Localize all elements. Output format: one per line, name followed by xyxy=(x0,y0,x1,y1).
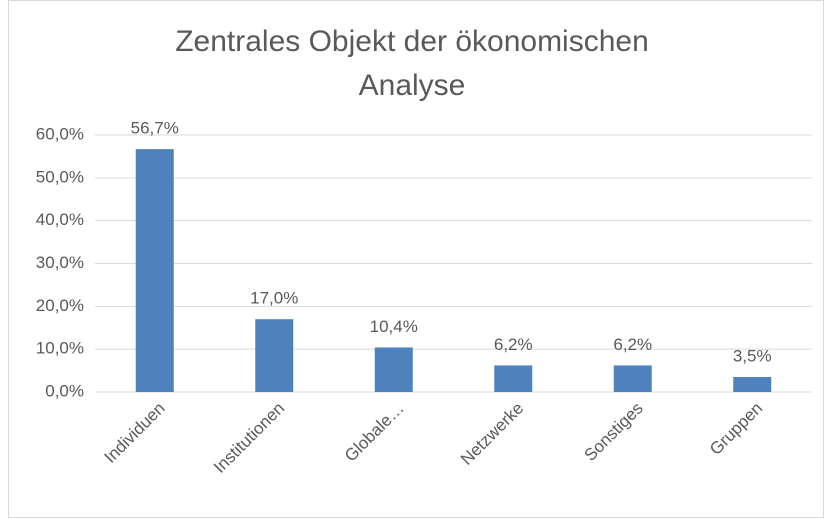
x-tick-label: Sonstiges xyxy=(581,399,647,465)
y-tick-label: 40,0% xyxy=(36,210,84,229)
bar xyxy=(613,365,652,392)
bar xyxy=(255,319,294,392)
chart-title: Zentrales Objekt der ökonomischen Analys… xyxy=(175,25,649,102)
data-label: 10,4% xyxy=(370,317,418,336)
bar xyxy=(733,377,772,392)
bar xyxy=(374,347,413,392)
y-tick-label: 60,0% xyxy=(36,124,84,143)
y-tick-label: 0,0% xyxy=(45,381,84,400)
x-tick-label: Institutionen xyxy=(210,399,288,477)
chart-border xyxy=(8,0,824,518)
y-tick-label: 30,0% xyxy=(36,253,84,272)
x-tick-label: Individuen xyxy=(101,399,169,467)
data-label: 6,2% xyxy=(613,335,652,354)
data-label: 17,0% xyxy=(250,289,298,308)
data-label: 56,7% xyxy=(131,119,179,138)
y-tick-label: 20,0% xyxy=(36,296,84,315)
y-tick-label: 10,0% xyxy=(36,339,84,358)
data-label: 6,2% xyxy=(494,335,533,354)
bar xyxy=(135,149,174,392)
x-tick-label: Globale… xyxy=(341,399,408,466)
x-tick-label: Gruppen xyxy=(706,399,766,459)
bar xyxy=(494,365,533,392)
y-tick-label: 50,0% xyxy=(36,167,84,186)
data-label: 3,5% xyxy=(733,346,772,365)
x-tick-label: Netzwerke xyxy=(457,399,527,469)
